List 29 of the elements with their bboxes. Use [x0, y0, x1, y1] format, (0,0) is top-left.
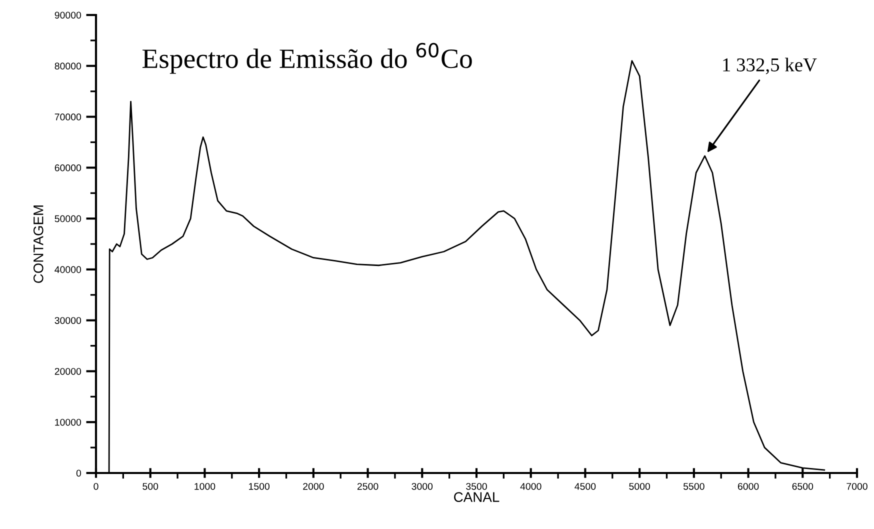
x-tick-label: 4500 — [574, 482, 596, 490]
x-tick-label: 0 — [94, 482, 98, 490]
x-tick-label: 6000 — [738, 482, 759, 490]
x-tick-label: 4000 — [520, 482, 542, 490]
y-axis-title: CONTAGEM — [33, 206, 44, 283]
y-tick-label: 70000 — [54, 114, 82, 120]
y-tick-label: 50000 — [54, 215, 82, 222]
x-tick-label: 3500 — [466, 482, 487, 490]
x-tick-label: 5500 — [684, 482, 704, 490]
y-tick-label: 80000 — [54, 62, 82, 70]
x-axis-title: CANAL — [454, 492, 500, 502]
y-tick-label: 10000 — [55, 418, 82, 426]
x-tick-label: 500 — [142, 482, 158, 490]
y-tick-label: 40000 — [54, 266, 82, 274]
y-tick-label: 60000 — [54, 164, 82, 172]
y-tick-label: 0 — [76, 470, 82, 477]
x-tick-label: 1000 — [194, 482, 216, 490]
x-tick-label: 3000 — [412, 482, 433, 490]
y-tick-label: 90000 — [54, 12, 82, 19]
x-tick-label: 2500 — [357, 482, 378, 490]
text: Espectro de Emissão do $^{60}$Co — [142, 42, 472, 74]
x-tick-label: 2000 — [303, 482, 324, 490]
x-tick-label: 1500 — [249, 482, 270, 490]
x-tick-label: 6500 — [792, 482, 814, 490]
annotation: 1 332,5 keV — [723, 58, 817, 74]
y-tick-label: 30000 — [54, 317, 82, 324]
x-tick-label: 7000 — [846, 482, 868, 490]
x-tick-label: 5000 — [629, 482, 650, 490]
y-tick-label: 20000 — [54, 368, 82, 375]
